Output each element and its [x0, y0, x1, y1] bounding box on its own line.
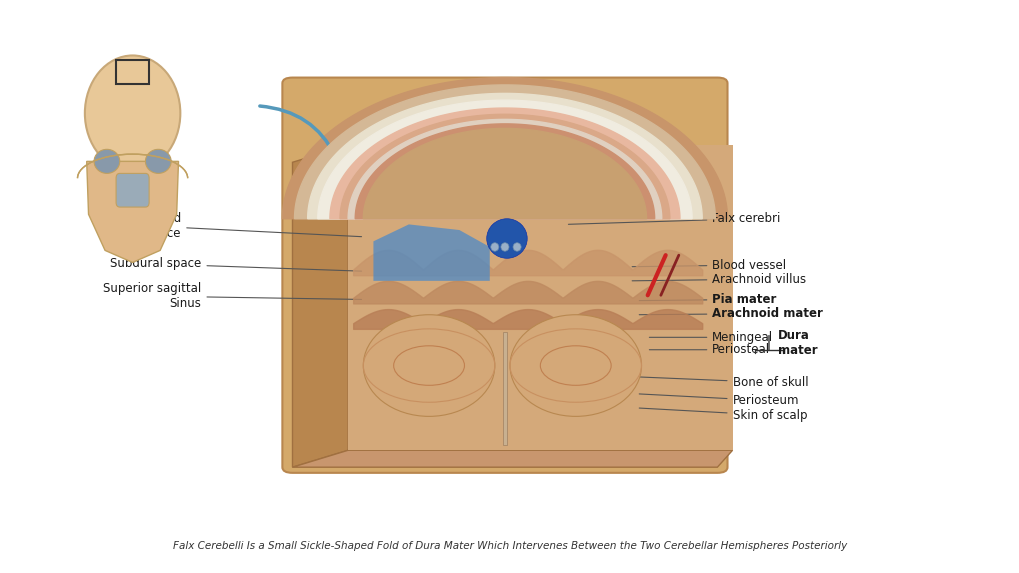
Polygon shape — [294, 85, 714, 219]
Ellipse shape — [490, 243, 498, 251]
Ellipse shape — [85, 56, 180, 171]
Polygon shape — [329, 108, 680, 219]
Polygon shape — [363, 128, 646, 219]
Polygon shape — [282, 77, 727, 219]
Ellipse shape — [146, 150, 171, 174]
Text: Skin of scalp: Skin of scalp — [639, 408, 806, 422]
Text: Bone of skull: Bone of skull — [639, 376, 807, 389]
Text: Falx Cerebelli Is a Small Sickle-Shaped Fold of Dura Mater Which Intervenes Betw: Falx Cerebelli Is a Small Sickle-Shaped … — [172, 541, 847, 551]
Text: Arachnoid mater: Arachnoid mater — [639, 307, 822, 320]
Text: Subarachnoid
space: Subarachnoid space — [100, 211, 361, 240]
Polygon shape — [355, 124, 654, 219]
Text: Periosteal: Periosteal — [649, 343, 769, 356]
Text: Falx cerebri: Falx cerebri — [568, 212, 780, 225]
Text: Meningeal: Meningeal — [649, 331, 772, 344]
FancyArrowPatch shape — [647, 255, 665, 295]
Polygon shape — [339, 114, 669, 219]
Polygon shape — [502, 332, 506, 445]
Polygon shape — [373, 225, 489, 281]
Polygon shape — [347, 119, 661, 219]
Ellipse shape — [94, 150, 119, 174]
FancyBboxPatch shape — [347, 146, 732, 450]
Polygon shape — [87, 162, 178, 262]
Text: Subdural space: Subdural space — [110, 257, 361, 271]
Text: Arachnoid villus: Arachnoid villus — [632, 273, 806, 286]
Polygon shape — [292, 450, 732, 467]
Text: Pia mater: Pia mater — [639, 293, 775, 306]
FancyArrowPatch shape — [660, 255, 679, 295]
Ellipse shape — [510, 315, 641, 417]
Polygon shape — [292, 146, 347, 467]
Polygon shape — [318, 100, 692, 219]
Ellipse shape — [500, 243, 508, 251]
Ellipse shape — [513, 243, 521, 251]
Text: Superior sagittal
Sinus: Superior sagittal Sinus — [103, 282, 361, 310]
Text: Periosteum: Periosteum — [639, 394, 798, 407]
Text: Dura
mater: Dura mater — [777, 329, 817, 357]
Polygon shape — [308, 93, 701, 219]
Ellipse shape — [363, 315, 494, 417]
Text: Blood vessel: Blood vessel — [632, 258, 786, 272]
FancyBboxPatch shape — [282, 77, 727, 473]
Ellipse shape — [486, 219, 527, 258]
FancyBboxPatch shape — [116, 174, 149, 207]
Bar — [116, 60, 149, 84]
